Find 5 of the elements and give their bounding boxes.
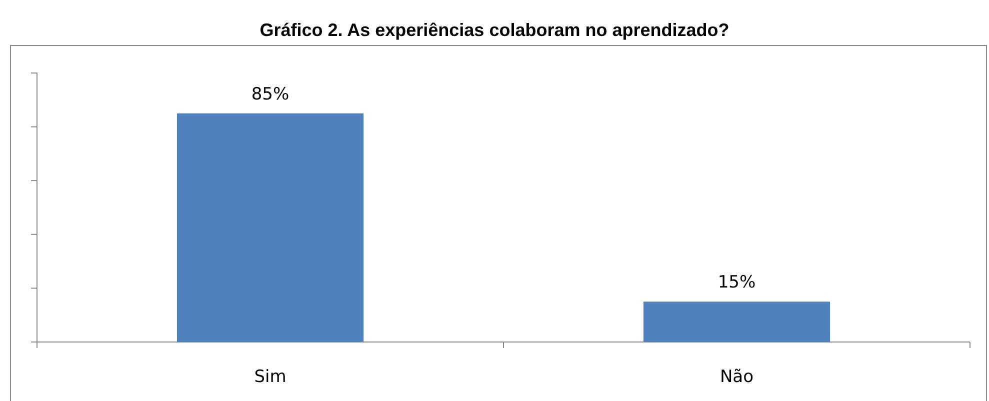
x-tick-label: Não <box>720 367 754 387</box>
data-label: 15% <box>718 272 756 293</box>
chart-title: Gráfico 2. As experiências colaboram no aprendizado? <box>260 20 730 40</box>
data-label: 85% <box>251 84 290 104</box>
x-tick-label: Sim <box>254 367 286 387</box>
